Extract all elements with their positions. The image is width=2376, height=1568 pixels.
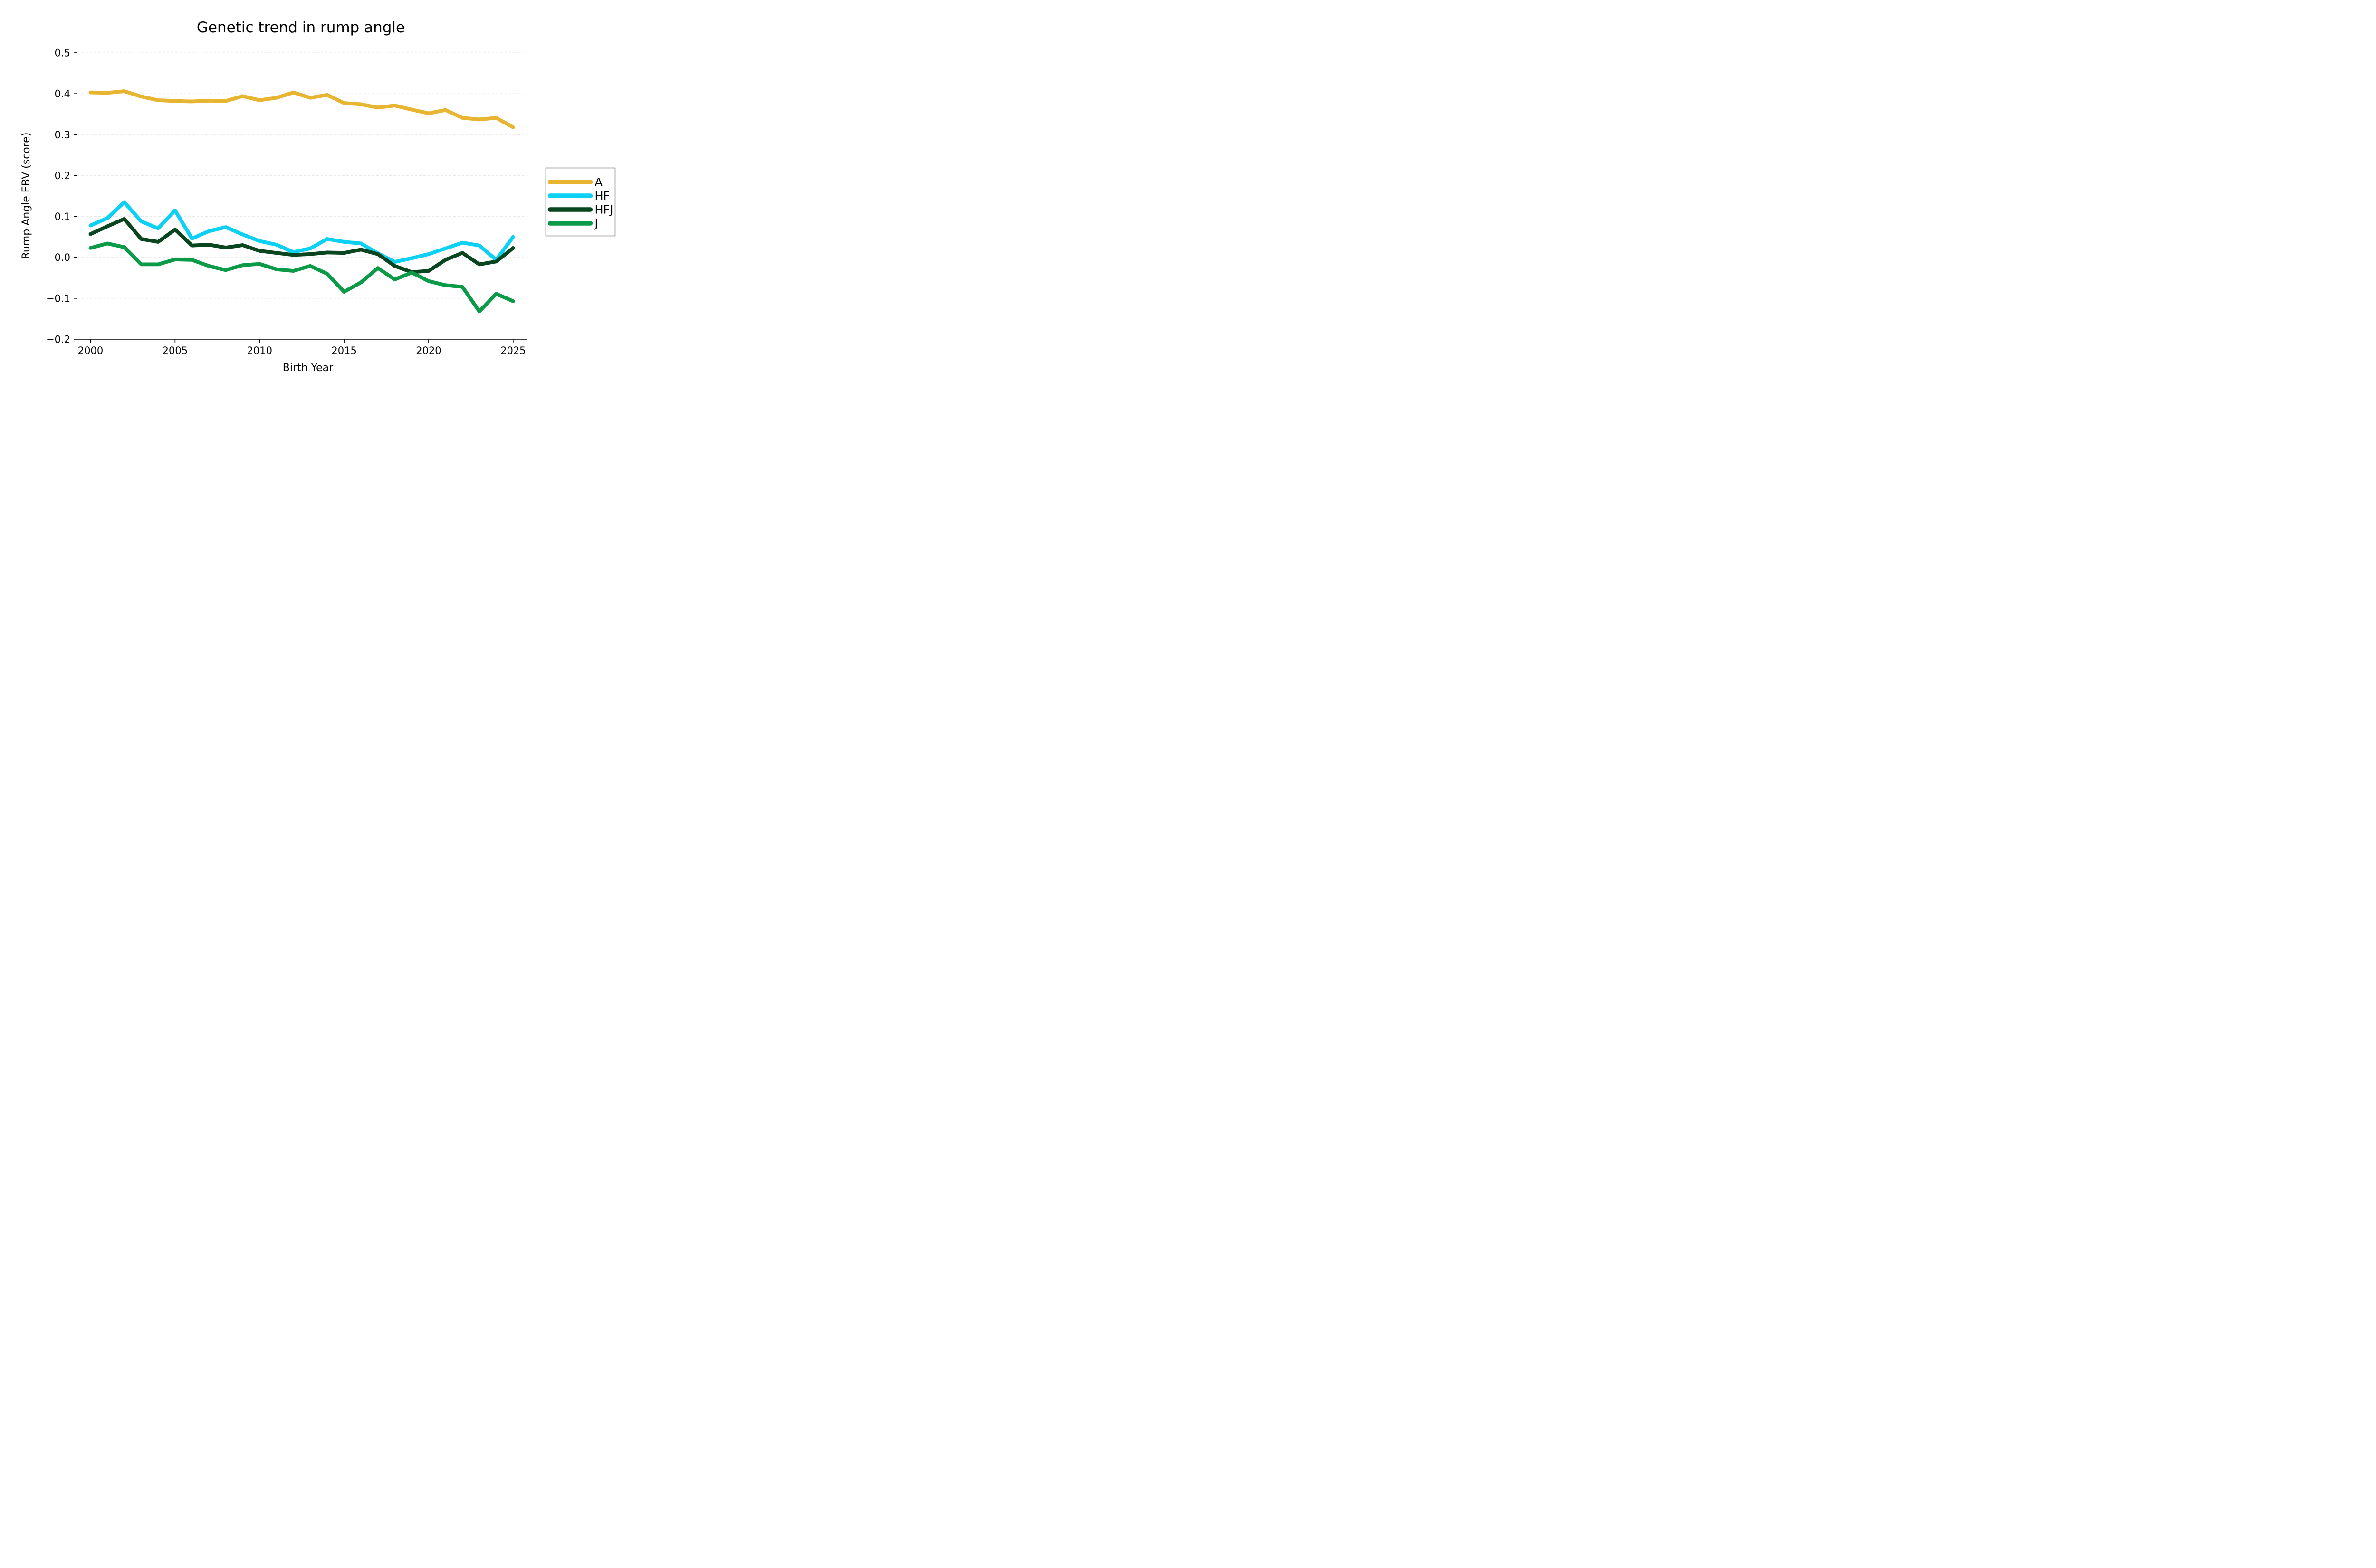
chart-figure: 0.5 0.4 0.3 0.2 0.1 0.0 −0.1 −0.2 2000 2005 2010 2… bbox=[0, 0, 642, 392]
series-line-J bbox=[88, 241, 515, 314]
y-axis-label: Rump Angle EBV (score) bbox=[20, 133, 32, 259]
line-chart-canvas: 0.50.40.30.20.10.0−0.1−0.2 2000 2005 2010 2… bbox=[20, 19, 616, 374]
y-tick-label: 0.2 bbox=[55, 170, 70, 182]
y-tick-label: −0.2 bbox=[46, 334, 70, 345]
series-line-HF bbox=[88, 200, 515, 264]
y-tick-label: 0.0 bbox=[55, 252, 70, 263]
x-tick-label: 2025 bbox=[500, 345, 526, 356]
series-line-A bbox=[88, 89, 515, 129]
x-tick-label: 2000 bbox=[78, 345, 103, 356]
x-tick-labels: 2000 2005 2010 2015 2020 2025 bbox=[78, 345, 526, 356]
legend-label-J: J bbox=[594, 217, 598, 230]
y-tick-labels: 0.5 0.4 0.3 0.2 0.1 0.0 −0.1 −0.2 bbox=[46, 48, 70, 345]
y-tick-label: 0.3 bbox=[55, 129, 70, 141]
axes bbox=[74, 52, 527, 343]
chart-title: Genetic trend in rump angle bbox=[197, 19, 405, 36]
x-tick-label: 2015 bbox=[331, 345, 356, 356]
legend-label-A: A bbox=[595, 176, 603, 189]
y-tick-label: 0.5 bbox=[55, 48, 70, 59]
legend-label-HFJ: HFJ bbox=[595, 203, 613, 217]
x-tick-label: 2020 bbox=[416, 345, 441, 356]
x-axis-label: Birth Year bbox=[283, 362, 334, 374]
y-tick-label: 0.1 bbox=[55, 211, 70, 222]
x-tick-label: 2005 bbox=[163, 345, 188, 356]
legend-label-HF: HF bbox=[595, 190, 610, 203]
y-tick-label: 0.4 bbox=[55, 88, 70, 100]
series-line-HFJ bbox=[88, 217, 515, 274]
x-tick-label: 2010 bbox=[247, 345, 272, 356]
y-tick-label: −0.1 bbox=[46, 293, 70, 304]
series-lines bbox=[88, 89, 515, 314]
